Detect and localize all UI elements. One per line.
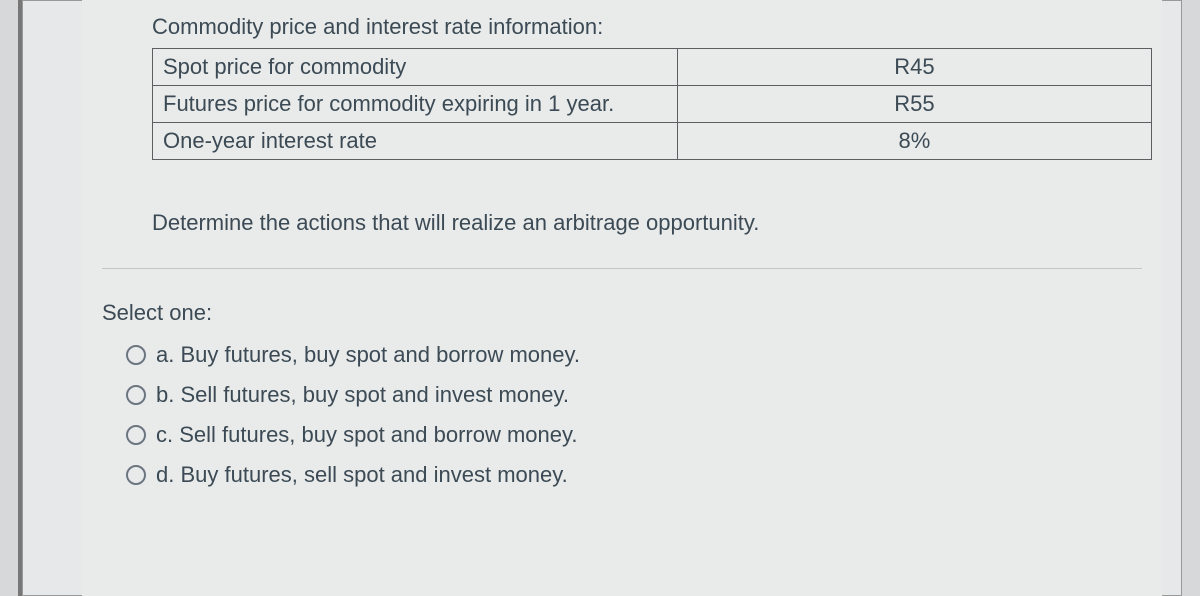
radio-icon[interactable] xyxy=(126,425,146,445)
radio-icon[interactable] xyxy=(126,345,146,365)
option-text: d. Buy futures, sell spot and invest mon… xyxy=(156,462,568,488)
quiz-content: Commodity price and interest rate inform… xyxy=(82,0,1162,596)
option-text: b. Sell futures, buy spot and invest mon… xyxy=(156,382,569,408)
table-row: Spot price for commodity R45 xyxy=(153,49,1152,86)
option-letter: b. xyxy=(156,382,174,407)
option-c[interactable]: c. Sell futures, buy spot and borrow mon… xyxy=(126,422,580,448)
option-body: Buy futures, sell spot and invest money. xyxy=(180,462,567,487)
info-table: Spot price for commodity R45 Futures pri… xyxy=(152,48,1152,160)
question-prompt: Determine the actions that will realize … xyxy=(152,210,759,236)
quiz-frame: Commodity price and interest rate inform… xyxy=(18,0,1182,596)
cell-label: Futures price for commodity expiring in … xyxy=(153,86,678,123)
cell-label: One-year interest rate xyxy=(153,123,678,160)
option-letter: d. xyxy=(156,462,174,487)
option-b[interactable]: b. Sell futures, buy spot and invest mon… xyxy=(126,382,580,408)
option-body: Sell futures, buy spot and borrow money. xyxy=(179,422,577,447)
option-a[interactable]: a. Buy futures, buy spot and borrow mone… xyxy=(126,342,580,368)
radio-icon[interactable] xyxy=(126,465,146,485)
option-body: Buy futures, buy spot and borrow money. xyxy=(180,342,579,367)
cell-label: Spot price for commodity xyxy=(153,49,678,86)
radio-icon[interactable] xyxy=(126,385,146,405)
option-letter: c. xyxy=(156,422,173,447)
option-body: Sell futures, buy spot and invest money. xyxy=(180,382,568,407)
table-row: Futures price for commodity expiring in … xyxy=(153,86,1152,123)
option-d[interactable]: d. Buy futures, sell spot and invest mon… xyxy=(126,462,580,488)
section-divider xyxy=(102,268,1142,269)
option-letter: a. xyxy=(156,342,174,367)
option-text: c. Sell futures, buy spot and borrow mon… xyxy=(156,422,578,448)
table-row: One-year interest rate 8% xyxy=(153,123,1152,160)
select-one-label: Select one: xyxy=(102,300,212,326)
option-text: a. Buy futures, buy spot and borrow mone… xyxy=(156,342,580,368)
table-heading: Commodity price and interest rate inform… xyxy=(152,14,603,40)
cell-value: R45 xyxy=(677,49,1151,86)
options-group: a. Buy futures, buy spot and borrow mone… xyxy=(126,342,580,502)
cell-value: R55 xyxy=(677,86,1151,123)
cell-value: 8% xyxy=(677,123,1151,160)
